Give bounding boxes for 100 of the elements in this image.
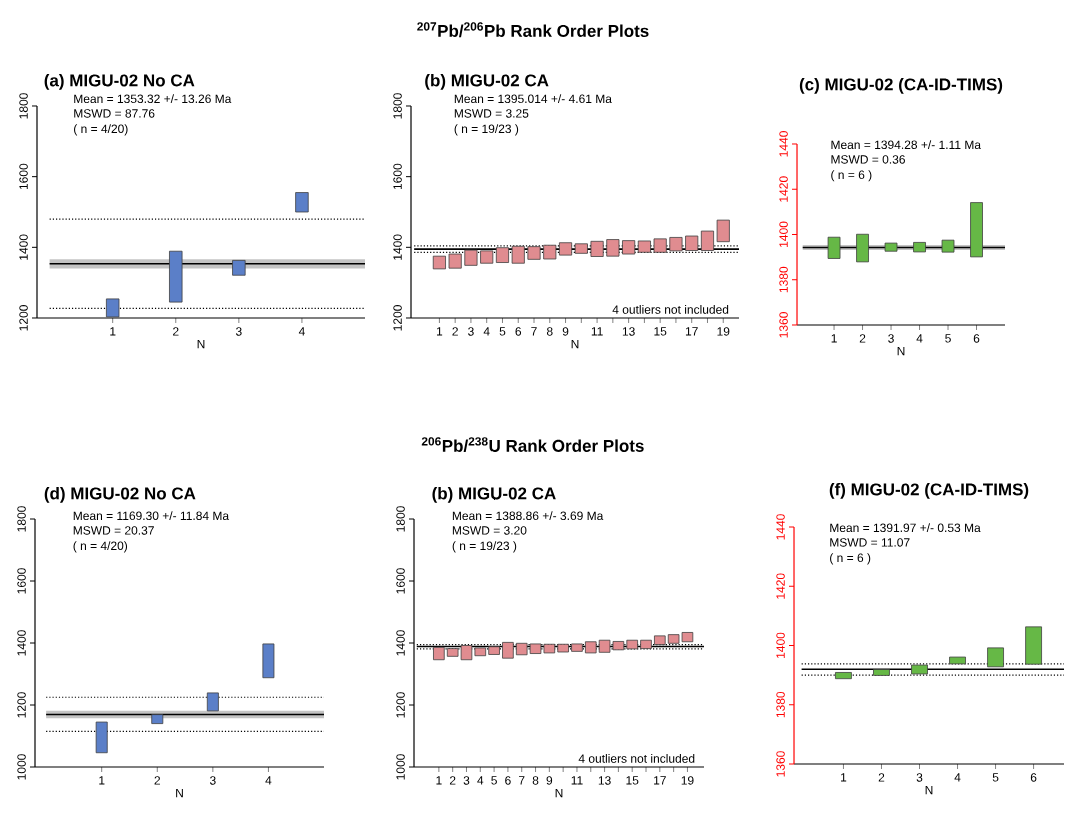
bar [987,647,1004,668]
text: Mean = 1353.32 +/- 13.26 Ma [74,94,232,104]
y-tick-label: 1600 [19,163,28,190]
bar [502,641,514,659]
bar [654,635,666,645]
bar [622,240,636,255]
bar [558,242,573,256]
bar [626,639,638,650]
x-axis-title: N [925,785,933,795]
x-tick-label: 4 [477,776,484,785]
x-axis-title: N [571,339,579,349]
annotation: 4 outliers not included [612,304,729,314]
annotation: MSWD = 87.76 [74,109,155,118]
x-tick-label: 9 [562,327,569,336]
x-axis-title: N [176,788,183,798]
bar [653,238,667,253]
bar [527,246,541,260]
bar [495,247,510,263]
bar [95,721,108,754]
x-tick-label: 9 [546,776,553,785]
bar [873,669,890,676]
y-tick-label: 1440 [776,514,785,540]
annotation: ( n = 4/20) [73,541,128,553]
x-tick-label: 5 [499,327,506,336]
y-tick-label: 1200 [396,692,405,718]
x-tick-label: 1 [99,776,105,785]
x-tick-label: 19 [717,327,730,336]
x-tick-label: 15 [626,776,639,785]
x-tick-label: 7 [518,776,525,785]
x-tick-label: 2 [449,776,456,785]
y-tick-label: 1400 [393,234,402,260]
y-tick-label: 1400 [779,221,788,247]
y-tick-label: 1360 [779,312,788,338]
x-tick-label: 19 [681,776,694,785]
bar [206,692,219,712]
bar [543,244,557,260]
annotation: Mean = 1394.28 +/- 1.11 Ma [831,140,982,150]
bar [432,255,446,270]
annotation: Mean = 1388.86 +/- 3.69 Ma [452,511,604,521]
annotation: Mean = 1169.30 +/- 11.84 Ma [73,511,230,521]
chart-title: (a) MIGU-02 No CA [44,73,195,90]
x-tick-label: 6 [515,327,522,336]
y-tick-label: 1200 [17,692,26,718]
x-tick-label: 1 [831,334,837,343]
bar [169,250,183,303]
annotation: MSWD = 11.07 [830,538,910,547]
chart-subtitle: $^{206}$Pb/$^{238}$U Rank Order Plots [421,437,644,453]
bar [949,656,966,665]
bar [464,249,478,266]
x-tick-label: 4 [265,776,272,785]
y-tick-label: 1380 [779,266,788,293]
annotation: ( n = 6 ) [830,553,871,565]
text: Mean = 1395.014 +/- 4.61 Ma [454,94,612,104]
bar [970,202,983,258]
y-tick-label: 1200 [393,305,402,331]
bar [557,643,569,653]
bar [571,643,583,652]
y-tick-label: 1600 [393,163,402,190]
x-tick-label: 3 [888,334,894,343]
x-tick-label: 1 [436,327,443,336]
annotation: MSWD = 0.36 [831,155,905,164]
y-tick-label: 1600 [17,568,26,594]
bar [913,242,926,253]
bar [151,714,164,724]
chart-title: (d) MIGU-02 No CA [44,486,196,503]
annotation: MSWD = 20.37 [73,526,154,535]
x-tick-label: 7 [531,327,537,336]
chart-title: (b) MIGU-02 CA [432,486,556,503]
chart-title: (c) MIGU-02 (CA-ID-TIMS) [799,77,1003,94]
x-tick-label: 2 [859,334,866,343]
x-tick-label: 2 [173,327,179,336]
x-tick-label: 2 [878,773,885,782]
bar [827,236,841,259]
bar [262,643,275,679]
annotation: ( n = 19/23 ) [452,541,517,553]
x-tick-label: 3 [209,776,216,785]
x-tick-label: 8 [546,327,553,336]
x-tick-label: 2 [452,327,458,336]
x-tick-label: 11 [571,776,583,785]
x-tick-label: 3 [463,776,470,785]
bar [669,237,683,252]
y-tick-label: 1800 [17,506,26,532]
x-tick-label: 3 [916,773,923,782]
bar [911,664,928,675]
x-tick-label: 4 [483,327,490,336]
bar [856,233,869,263]
y-tick-label: 1200 [19,305,28,331]
bar [884,242,898,252]
x-tick-label: 3 [235,327,242,336]
x-tick-label: 13 [598,776,611,785]
x-tick-label: 2 [154,776,161,785]
y-tick-label: 1400 [17,630,26,656]
chart-subtitle: $^{207}$Pb/$^{206}$Pb Rank Order Plots [417,22,649,38]
bar [433,646,445,661]
x-tick-label: 15 [654,327,667,336]
bar [448,253,462,269]
y-tick-label: 1800 [396,506,405,532]
x-tick-label: 5 [491,776,497,785]
bar [480,250,494,264]
x-tick-label: 4 [954,773,961,782]
